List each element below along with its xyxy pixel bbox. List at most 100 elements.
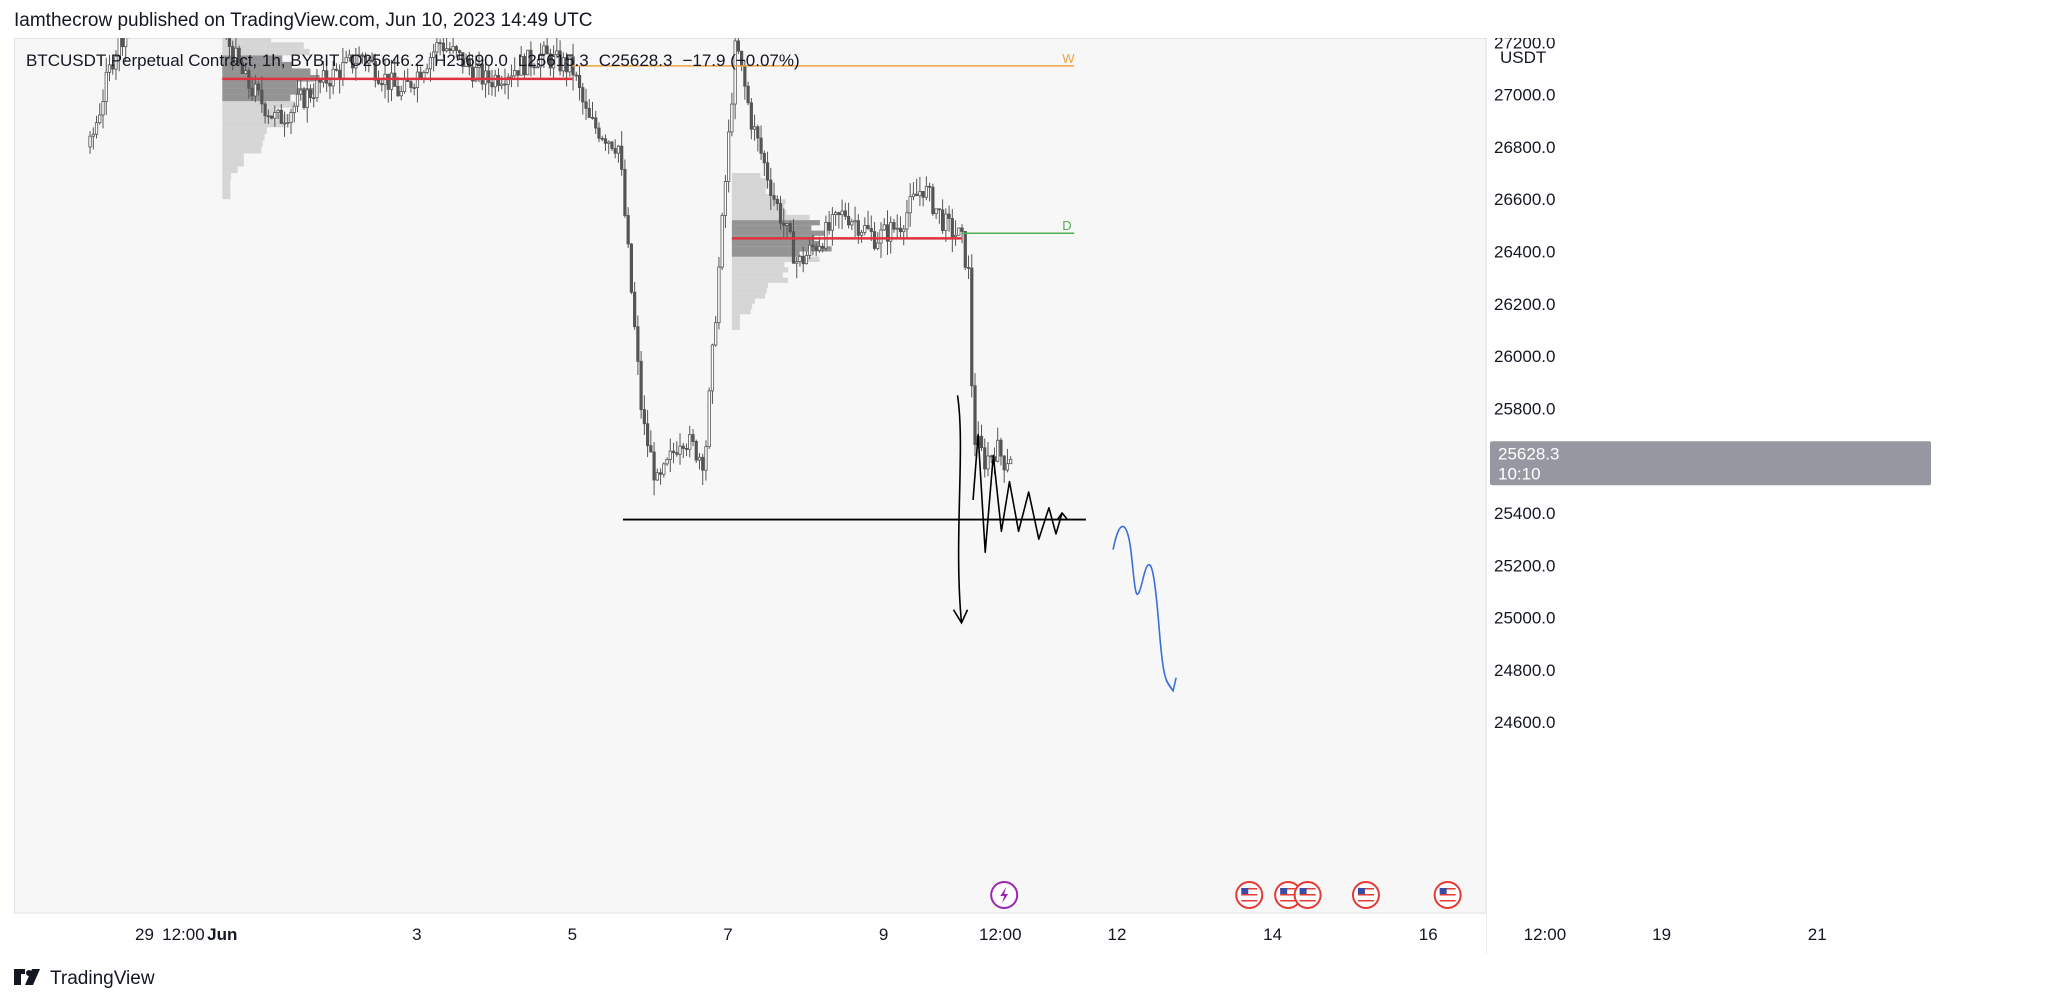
down-arrow-drawing[interactable] — [956, 395, 963, 623]
candle-body — [88, 135, 92, 148]
flag-stripe — [1357, 888, 1374, 890]
candle-body — [986, 455, 990, 470]
volume-profile-row — [731, 173, 761, 179]
candle-body — [111, 64, 115, 70]
candle-body — [908, 196, 912, 214]
volume-profile-row — [222, 146, 262, 154]
volume-profile-row — [731, 314, 740, 320]
candle-body — [101, 101, 105, 116]
candle-body — [441, 42, 445, 52]
candle-body — [561, 57, 565, 72]
candle-body — [863, 225, 867, 233]
flag-stripe — [1299, 888, 1316, 890]
candle-body — [529, 49, 533, 68]
candle-body — [671, 450, 676, 454]
legend-low: L25615.3 — [517, 51, 589, 70]
candle-body — [506, 76, 510, 85]
candle-body — [788, 223, 792, 233]
price-tick-label: 25200.0 — [1494, 556, 1555, 575]
candle-body — [636, 326, 640, 362]
flag-canton — [1280, 888, 1288, 894]
candle-body — [652, 451, 656, 481]
legend-high: H25690.0 — [434, 51, 508, 70]
tradingview-logo-icon — [14, 968, 44, 990]
flag-stripe — [1280, 888, 1297, 890]
volume-profile-row — [731, 183, 769, 189]
time-tick-label: Jun — [207, 925, 237, 944]
time-tick-label: 12:00 — [162, 925, 205, 944]
candle-body — [594, 117, 598, 129]
candle-body — [240, 62, 244, 75]
candle-body — [902, 228, 906, 233]
candle-body — [733, 40, 737, 105]
candle-body — [953, 234, 958, 238]
chart-canvas[interactable]: USDT27600.027400.027200.027000.026800.02… — [14, 38, 1939, 954]
volume-profile-row — [731, 251, 800, 257]
volume-profile-row — [731, 193, 772, 200]
candle-body — [610, 141, 614, 149]
flag-stripe — [1357, 897, 1374, 899]
candle-body — [905, 212, 909, 230]
projection-path-drawing[interactable] — [1112, 525, 1174, 692]
candle-body — [811, 244, 815, 248]
candle-body — [879, 229, 883, 244]
candle-body — [808, 244, 812, 256]
candle-body — [1009, 459, 1013, 465]
candle-body — [607, 141, 611, 144]
price-tick-label: 27200.0 — [1494, 38, 1555, 52]
candle-body — [759, 137, 763, 154]
volume-profile-row — [731, 199, 786, 205]
candle-body — [451, 46, 455, 51]
candle-body — [227, 38, 232, 47]
legend-change: −17.9 (−0.07%) — [682, 51, 800, 70]
candle-body — [723, 181, 728, 216]
candle-body — [989, 455, 993, 458]
candle-body — [539, 53, 543, 68]
volume-profile-row — [222, 94, 291, 102]
volume-profile-row — [731, 261, 785, 268]
legend-symbol[interactable]: BTCUSDT Perpetual Contract, 1h, BYBIT — [26, 51, 340, 70]
candle-body — [347, 54, 351, 59]
candle-body — [720, 215, 724, 268]
candle-body — [798, 255, 802, 263]
brand-name: TradingView — [50, 968, 155, 989]
price-tick-label: 26000.0 — [1494, 347, 1555, 366]
volume-profile-row — [731, 298, 755, 304]
candle-body — [587, 107, 591, 118]
flag-stripe — [1280, 891, 1297, 893]
candle-body — [257, 83, 261, 91]
candle-body — [104, 71, 108, 102]
time-tick-label: 7 — [723, 925, 732, 944]
candle-body — [367, 59, 371, 64]
volume-profile-row — [222, 179, 231, 187]
bar-countdown-label: 10:10 — [1498, 464, 1541, 483]
candle-body — [461, 52, 465, 67]
time-tick-label: 12:00 — [1524, 925, 1567, 944]
legend-close: C25628.3 — [598, 51, 673, 70]
candle-body — [869, 228, 873, 232]
candle-body — [503, 83, 507, 86]
candle-body — [312, 97, 316, 100]
flag-stripe — [1299, 894, 1316, 896]
candle-body — [694, 441, 698, 461]
zigzag-drawing[interactable] — [972, 433, 1063, 554]
candle-body — [717, 266, 721, 324]
flag-stripe — [1439, 891, 1456, 893]
candle-body — [911, 193, 916, 197]
candle-body — [581, 87, 585, 103]
tradingview-footer[interactable]: TradingView — [14, 968, 155, 990]
candle-body — [532, 66, 536, 69]
time-tick-label: 9 — [879, 925, 888, 944]
volume-profile-row — [222, 127, 267, 134]
candle-body — [396, 86, 400, 97]
candle-body — [117, 38, 121, 57]
candle-body — [98, 114, 102, 124]
candle-body — [1002, 455, 1006, 471]
volume-profile-row — [222, 55, 283, 62]
candle-body — [727, 131, 731, 182]
flag-canton — [1299, 888, 1307, 894]
candle-body — [937, 208, 941, 211]
candle-body — [918, 191, 922, 197]
candle-body — [785, 223, 789, 226]
volume-profile-row — [731, 324, 740, 330]
